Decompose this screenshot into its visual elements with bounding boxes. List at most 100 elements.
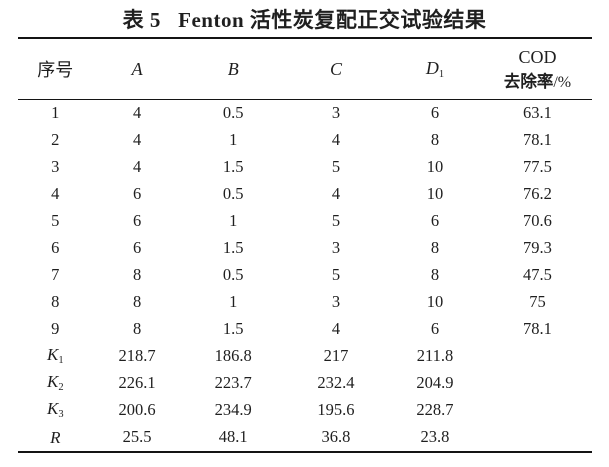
table-cell: [483, 397, 592, 424]
table-cell: [483, 343, 592, 370]
row-label: 5: [18, 208, 93, 235]
table-cell: 23.8: [420, 427, 450, 447]
table-row: 7 8 0.5 5 8 47.5: [18, 262, 592, 289]
row-label-sub: 2: [58, 382, 64, 394]
row-label: K1: [18, 343, 93, 370]
table-body: 1 4 0.5 3 6 63.1 2 4 1 4 8 78.1 3: [18, 100, 592, 453]
table-cell: [483, 370, 592, 397]
row-label-text: 3: [51, 157, 60, 177]
table-cell: 6: [132, 184, 142, 204]
row-label-text: 7: [51, 265, 60, 285]
table-cell: 4: [331, 184, 341, 204]
table-row: 4 6 0.5 4 10 76.2: [18, 181, 592, 208]
table-row: 2 4 1 4 8 78.1: [18, 127, 592, 154]
table-cell: 8: [430, 130, 440, 150]
column-header-serial: 序号: [18, 38, 93, 100]
table-row: 5 6 1 5 6 70.6: [18, 208, 592, 235]
table-row: 3 4 1.5 5 10 77.5: [18, 154, 592, 181]
table-cell: 6: [430, 211, 440, 231]
table-row: 8 8 1 3 10 75: [18, 289, 592, 316]
table-cell: 1.5: [222, 319, 244, 339]
row-label-text: K: [47, 345, 59, 365]
orthogonal-test-table-wrap: 序号 A B C D1 COD 去除率/% 1 4 0.5 3: [18, 37, 592, 453]
table-cell: 8: [132, 319, 142, 339]
row-label-text: 9: [51, 319, 60, 339]
row-label-text: K: [47, 372, 59, 392]
table-cell: 6: [132, 211, 142, 231]
row-label-text: 1: [51, 103, 60, 123]
table-cell: 223.7: [214, 373, 252, 393]
table-cell: 10: [426, 184, 444, 204]
table-cell: 6: [430, 319, 440, 339]
table-cell: 3: [331, 238, 341, 258]
table-cell: 5: [331, 157, 341, 177]
table-cell: 195.6: [317, 400, 355, 420]
table-row: K1 218.7 186.8 217 211.8: [18, 343, 592, 370]
cod-removal-label: 去除率: [503, 71, 554, 91]
table-cell: 4: [132, 130, 142, 150]
header-row: 序号 A B C D1 COD 去除率/%: [18, 38, 592, 100]
table-cell: 200.6: [118, 400, 156, 420]
row-label: 4: [18, 181, 93, 208]
row-label: 3: [18, 154, 93, 181]
table-cell: 1: [229, 292, 238, 312]
table-cell: 232.4: [317, 373, 355, 393]
table-cell: 6: [132, 238, 142, 258]
table-cell: 6: [430, 103, 440, 123]
table-row: K2 226.1 223.7 232.4 204.9: [18, 370, 592, 397]
table-cell: 226.1: [118, 373, 156, 393]
row-label-text: 5: [51, 211, 60, 231]
row-label-text: 6: [51, 238, 60, 258]
row-label-text: R: [50, 427, 61, 447]
row-label: 9: [18, 316, 93, 343]
table-cell: 8: [132, 265, 142, 285]
column-header-b: B: [181, 38, 285, 100]
table-cell: 0.5: [222, 265, 244, 285]
table-cell: 75: [529, 292, 546, 312]
table-cell: 228.7: [416, 400, 454, 420]
table-cell: 3: [331, 292, 341, 312]
row-label: 6: [18, 235, 93, 262]
row-label: 8: [18, 289, 93, 316]
row-label-text: K: [47, 399, 59, 419]
table-row: 6 6 1.5 3 8 79.3: [18, 235, 592, 262]
table-row: K3 200.6 234.9 195.6 228.7: [18, 397, 592, 424]
table-cell: 8: [132, 292, 142, 312]
table-cell: 79.3: [523, 238, 552, 258]
column-header-a: A: [92, 38, 182, 100]
table-cell: 186.8: [214, 346, 252, 366]
table-cell: 8: [430, 265, 440, 285]
row-label: R: [18, 424, 93, 452]
table-cell: 10: [426, 157, 444, 177]
table-row: 1 4 0.5 3 6 63.1: [18, 100, 592, 128]
row-label: 2: [18, 127, 93, 154]
table-cell: 234.9: [214, 400, 252, 420]
table-cell: 5: [331, 265, 341, 285]
table-cell: 4: [331, 319, 341, 339]
table-cell: 4: [331, 130, 341, 150]
table-cell: 70.6: [523, 211, 552, 231]
column-header-c: C: [284, 38, 388, 100]
table-cell: 8: [430, 238, 440, 258]
table-cell: 78.1: [523, 319, 552, 339]
table-cell: 5: [331, 211, 341, 231]
table-cell: 1.5: [222, 157, 244, 177]
table-cell: 217: [323, 346, 349, 366]
row-label: 1: [18, 100, 93, 128]
table-cell: 0.5: [222, 103, 244, 123]
table-cell: 218.7: [118, 346, 156, 366]
table-cell: 25.5: [122, 427, 152, 447]
table-header: 序号 A B C D1 COD 去除率/%: [18, 38, 592, 100]
row-label-sub: 1: [58, 355, 64, 367]
row-label: 7: [18, 262, 93, 289]
row-label-text: 2: [51, 130, 60, 150]
table-cell: 204.9: [416, 373, 454, 393]
table-cell: 48.1: [218, 427, 248, 447]
table-cell: 78.1: [523, 130, 552, 150]
orthogonal-test-table: 序号 A B C D1 COD 去除率/% 1 4 0.5 3: [18, 37, 592, 453]
table-cell: 10: [426, 292, 444, 312]
table-cell: [483, 424, 592, 452]
table-cell: 77.5: [523, 157, 552, 177]
cod-header-line2: 去除率/%: [483, 69, 592, 94]
